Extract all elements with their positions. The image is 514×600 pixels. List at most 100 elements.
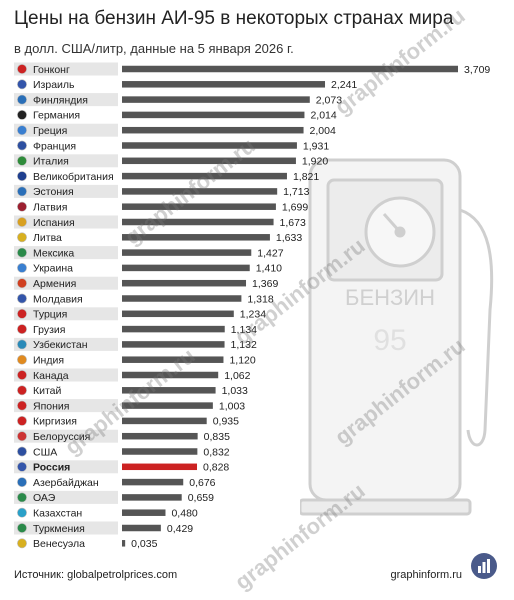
- data-label: 1,410: [256, 263, 282, 275]
- flag-icon: [17, 186, 27, 197]
- data-label: 1,318: [247, 293, 273, 305]
- category-label: Франция: [33, 140, 76, 152]
- data-label: 1,633: [276, 232, 302, 244]
- bar: [122, 279, 247, 287]
- category-label: Туркмения: [33, 523, 85, 535]
- row-label-background: [14, 62, 118, 76]
- row-label-background: [14, 246, 118, 260]
- bar: [122, 142, 297, 149]
- flag-icon: [17, 140, 27, 151]
- bar: [122, 387, 216, 394]
- row-label-background: [14, 276, 118, 290]
- category-label: Эстония: [33, 186, 74, 198]
- flag-icon: [17, 461, 27, 472]
- flag-icon: [17, 308, 27, 319]
- flag-icon: [17, 171, 27, 181]
- flag-icon: [17, 155, 27, 166]
- category-label: Грузия: [33, 324, 65, 336]
- chart-subtitle: в долл. США/литр, данные на 5 января 202…: [14, 41, 294, 56]
- data-label: 0,835: [204, 431, 230, 443]
- category-label: Киргизия: [33, 416, 77, 428]
- data-label: 0,480: [171, 508, 197, 520]
- flag-icon: [17, 400, 27, 411]
- data-label: 1,134: [231, 324, 257, 336]
- category-label: Узбекистан: [33, 339, 88, 351]
- bar: [122, 478, 184, 486]
- category-label: Молдавия: [33, 293, 83, 305]
- bar: [122, 203, 276, 210]
- bar: [122, 264, 250, 272]
- source-note: Источник: globalpetrolprices.com: [14, 569, 178, 581]
- flag-icon: [17, 217, 27, 227]
- data-label: 2,073: [316, 94, 342, 106]
- flag-icon: [17, 110, 27, 120]
- row-label-background: [14, 521, 118, 535]
- category-label: ОАЭ: [33, 492, 56, 504]
- row-label-background: [14, 215, 118, 229]
- flag-icon: [17, 477, 27, 487]
- site-link[interactable]: graphinform.ru: [390, 569, 462, 581]
- category-label: Великобритания: [33, 171, 114, 183]
- bar: [122, 218, 274, 226]
- data-label: 1,920: [302, 156, 328, 168]
- row-label-background: [14, 154, 118, 168]
- category-label: Латвия: [33, 202, 67, 214]
- flag-icon: [17, 354, 27, 365]
- data-label: 1,120: [229, 355, 255, 367]
- category-label: Турция: [33, 309, 67, 321]
- bar: [122, 157, 296, 165]
- chart-title: Цены на бензин АИ-95 в некоторых странах…: [14, 8, 454, 29]
- data-label: 0,828: [203, 462, 229, 474]
- category-label: Испания: [33, 217, 75, 229]
- category-label: Украина: [33, 263, 73, 275]
- category-label: Италия: [33, 156, 69, 168]
- category-label: Казахстан: [33, 508, 82, 520]
- row-label-background: [14, 93, 118, 107]
- data-label: 1,234: [240, 309, 266, 321]
- data-label: 2,241: [331, 79, 357, 91]
- data-label: 2,014: [310, 110, 336, 122]
- row-label-background: [14, 337, 118, 351]
- flag-icon: [17, 415, 27, 426]
- category-label: Литва: [33, 232, 62, 244]
- category-label: Армения: [33, 278, 76, 290]
- bar: [122, 402, 213, 409]
- flag-icon: [17, 125, 27, 136]
- flag-icon: [17, 431, 27, 442]
- row-label-background: [14, 123, 118, 137]
- flag-icon: [17, 201, 27, 212]
- category-label: Венесуэла: [33, 538, 85, 550]
- data-label: 0,035: [131, 538, 157, 550]
- category-label: Канада: [33, 370, 69, 382]
- bar: [122, 111, 305, 119]
- bar-chart: Гонконг 3,709 Израиль 2,241 Финляндия 2,073 Ге…: [14, 62, 490, 550]
- bar: [122, 65, 458, 73]
- row-label-background: [14, 460, 118, 474]
- bar: [122, 310, 234, 318]
- row-label-background: [14, 490, 118, 504]
- data-label: 1,673: [280, 217, 306, 229]
- category-label: Финляндия: [33, 94, 88, 106]
- category-label: США: [33, 446, 57, 458]
- flag-icon: [17, 232, 27, 243]
- flag-icon: [17, 262, 27, 273]
- data-label: 3,709: [464, 64, 490, 76]
- category-label: Белоруссия: [33, 431, 90, 443]
- bar: [122, 371, 219, 379]
- category-label: Россия: [33, 462, 70, 474]
- category-label: Греция: [33, 125, 67, 137]
- flag-icon: [17, 507, 27, 518]
- data-label: 1,003: [219, 400, 245, 412]
- data-label: 1,713: [283, 186, 309, 198]
- bar: [122, 295, 242, 302]
- data-label: 1,132: [231, 339, 257, 351]
- bar: [122, 81, 326, 88]
- data-label: 1,033: [222, 385, 248, 397]
- data-label: 0,676: [189, 477, 215, 489]
- row-label-background: [14, 399, 118, 413]
- flag-icon: [17, 64, 27, 74]
- category-label: Мексика: [33, 247, 74, 259]
- bar: [122, 356, 224, 363]
- data-label: 0,832: [203, 446, 229, 458]
- flag-icon: [17, 247, 27, 258]
